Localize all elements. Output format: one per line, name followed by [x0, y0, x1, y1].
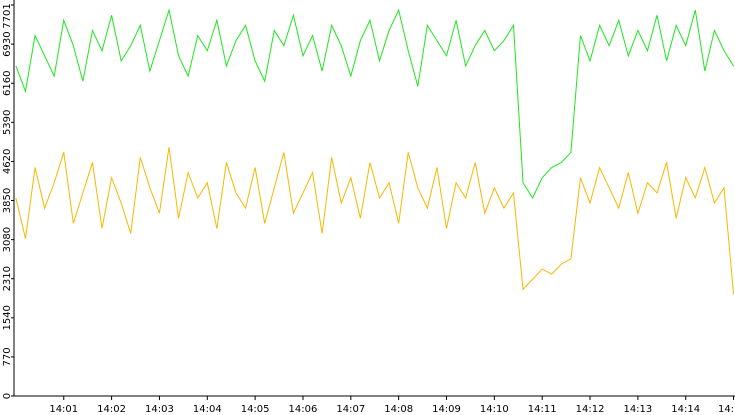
plot-area [15, 8, 735, 295]
x-tick-label: 14: [718, 404, 734, 415]
y-tick-label: 3850 [2, 188, 13, 213]
x-tick-label: 14:01 [49, 404, 78, 415]
y-tick-label: 2310 [2, 266, 13, 291]
y-tick-label: 6160 [2, 71, 13, 96]
y-tick-label: 4620 [2, 149, 13, 174]
x-tick-label: 14:03 [145, 404, 174, 415]
x-tick-label: 14:14 [671, 404, 700, 415]
y-tick-label: 5390 [2, 110, 13, 135]
y-tick-label: 7701 [2, 3, 13, 28]
x-tick-label: 14:04 [193, 404, 222, 415]
y-tick-label: 770 [2, 347, 13, 366]
series-line [15, 8, 734, 200]
x-tick-label: 14:06 [289, 404, 318, 415]
x-tick-label: 14:13 [623, 404, 652, 415]
y-tick-label: 1540 [2, 305, 13, 330]
x-tick-label: 14:09 [432, 404, 461, 415]
x-tick-label: 14:02 [97, 404, 126, 415]
x-tick-label: 14:07 [336, 404, 365, 415]
y-tick-label: 6930 [2, 31, 13, 56]
x-tick-label: 14:10 [480, 404, 509, 415]
y-tick-label: 0 [2, 393, 13, 399]
series-line [15, 147, 735, 295]
y-tick-label: 3080 [2, 227, 13, 252]
x-tick-label: 14:11 [528, 404, 557, 415]
x-tick-label: 14:05 [241, 404, 270, 415]
x-tick-label: 14:08 [384, 404, 413, 415]
x-tick-label: 14:12 [576, 404, 605, 415]
